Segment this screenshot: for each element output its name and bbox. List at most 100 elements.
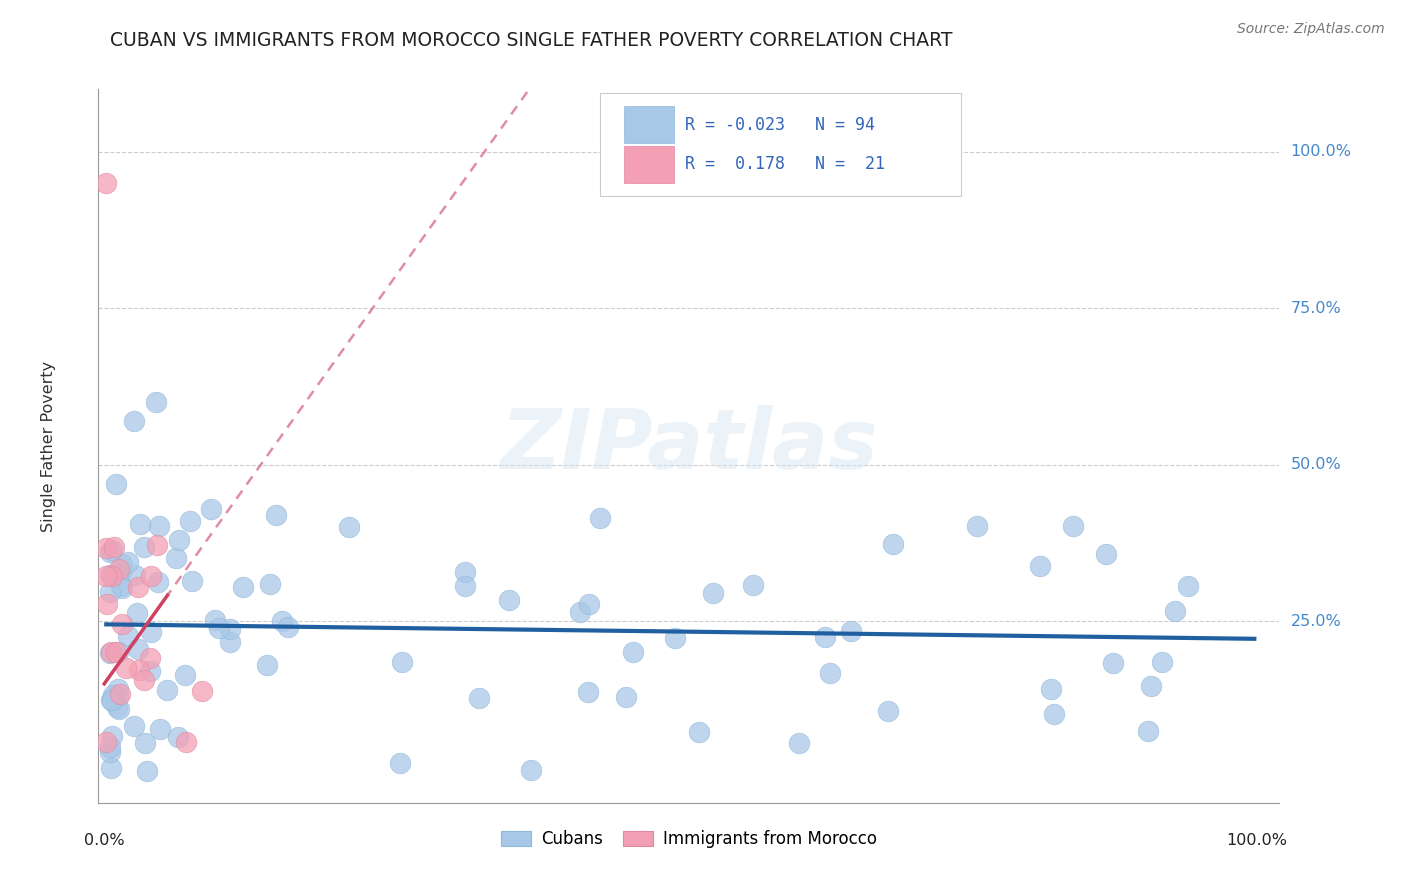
Point xyxy=(134,736,156,750)
Point xyxy=(117,556,139,570)
Text: CUBAN VS IMMIGRANTS FROM MOROCCO SINGLE FATHER POVERTY CORRELATION CHART: CUBAN VS IMMIGRANTS FROM MOROCCO SINGLE … xyxy=(110,31,953,50)
Point xyxy=(101,729,124,743)
Point xyxy=(702,586,724,600)
Point xyxy=(621,645,644,659)
Point xyxy=(115,661,138,675)
Point xyxy=(1164,604,1187,618)
Point xyxy=(191,684,214,698)
Point xyxy=(125,606,148,620)
Point xyxy=(1095,547,1118,561)
Point xyxy=(122,414,145,428)
Point xyxy=(1139,679,1161,693)
Point xyxy=(1040,681,1063,696)
Point xyxy=(127,580,149,594)
Point xyxy=(165,551,187,566)
Point xyxy=(128,663,150,677)
Point xyxy=(110,579,132,593)
Point xyxy=(100,542,122,557)
Point xyxy=(111,617,134,632)
Point xyxy=(1062,519,1084,533)
Point xyxy=(454,565,477,579)
Point xyxy=(180,574,202,589)
Text: 25.0%: 25.0% xyxy=(1291,614,1341,629)
Point xyxy=(117,629,139,643)
Point xyxy=(174,667,197,681)
Text: R = -0.023   N = 94: R = -0.023 N = 94 xyxy=(685,116,876,134)
Point xyxy=(1043,707,1066,722)
Point xyxy=(139,569,162,583)
Point xyxy=(105,699,128,714)
Point xyxy=(1177,579,1199,593)
Point xyxy=(98,568,121,582)
Text: 0.0%: 0.0% xyxy=(84,833,125,848)
Point xyxy=(96,176,118,190)
Point xyxy=(146,575,169,590)
Point xyxy=(98,545,121,559)
Legend: Cubans, Immigrants from Morocco: Cubans, Immigrants from Morocco xyxy=(495,824,883,855)
Point xyxy=(149,722,172,736)
Point xyxy=(1152,655,1174,669)
Point xyxy=(688,725,710,739)
Text: Source: ZipAtlas.com: Source: ZipAtlas.com xyxy=(1237,22,1385,37)
Point xyxy=(576,685,599,699)
Point xyxy=(1029,558,1052,573)
Point xyxy=(741,577,763,591)
Point xyxy=(270,614,292,628)
FancyBboxPatch shape xyxy=(600,93,960,196)
Point xyxy=(1102,656,1125,670)
Point xyxy=(101,688,124,702)
Text: Single Father Poverty: Single Father Poverty xyxy=(41,360,56,532)
Text: R =  0.178   N =  21: R = 0.178 N = 21 xyxy=(685,155,886,173)
Point xyxy=(96,597,118,611)
Point xyxy=(100,645,122,659)
Point xyxy=(277,620,299,634)
Point xyxy=(818,666,841,681)
Point xyxy=(167,533,190,547)
Point xyxy=(259,577,281,591)
Text: 100.0%: 100.0% xyxy=(1291,145,1351,160)
Point xyxy=(135,764,157,779)
Point xyxy=(100,761,122,775)
Point xyxy=(389,756,412,771)
Point xyxy=(132,673,155,687)
Point xyxy=(232,580,254,594)
Point xyxy=(104,476,127,491)
Point xyxy=(146,538,169,552)
Point xyxy=(337,520,360,534)
Point xyxy=(110,565,132,579)
Point xyxy=(108,687,131,701)
Point xyxy=(176,735,198,749)
Point xyxy=(204,613,226,627)
Point xyxy=(98,739,121,754)
Point xyxy=(882,536,904,550)
Point xyxy=(391,655,413,669)
Point xyxy=(877,704,900,718)
Point xyxy=(1136,723,1159,738)
Point xyxy=(219,635,242,649)
Point xyxy=(179,514,201,528)
Point xyxy=(103,540,125,554)
Point xyxy=(101,568,124,582)
Point xyxy=(122,719,145,733)
Point xyxy=(98,646,121,660)
Point xyxy=(139,624,162,639)
Point xyxy=(127,642,149,657)
Point xyxy=(839,624,862,638)
Point xyxy=(156,683,179,698)
Point xyxy=(100,693,122,707)
Point xyxy=(108,562,131,576)
Point xyxy=(134,540,156,554)
Point xyxy=(256,658,278,673)
Point xyxy=(104,645,127,659)
Point xyxy=(96,735,118,749)
Text: 50.0%: 50.0% xyxy=(1291,458,1341,472)
Point xyxy=(129,516,152,531)
Point xyxy=(454,579,477,593)
Text: 75.0%: 75.0% xyxy=(1291,301,1341,316)
Point xyxy=(520,764,543,778)
Point xyxy=(578,598,600,612)
Point xyxy=(207,621,229,635)
Point xyxy=(98,585,121,599)
Point xyxy=(148,518,170,533)
Point xyxy=(814,630,837,644)
